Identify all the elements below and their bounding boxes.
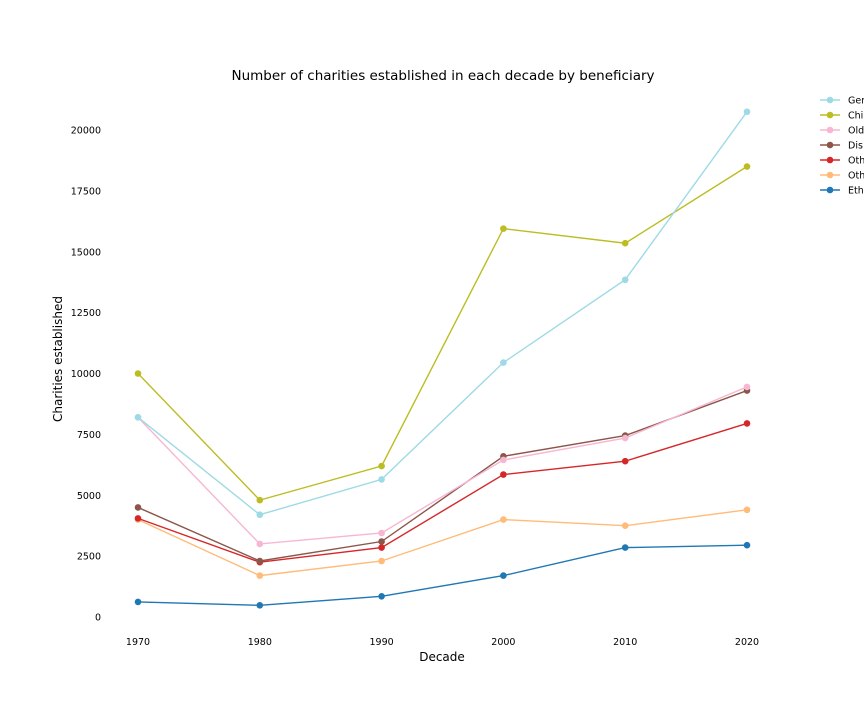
data-point	[378, 544, 385, 551]
data-point	[378, 557, 385, 565]
y-tick-label: 5000	[77, 491, 101, 502]
data-point	[743, 163, 751, 170]
data-point	[621, 276, 629, 284]
y-tick-label: 17500	[71, 186, 101, 197]
data-point	[621, 457, 629, 465]
x-tick-label: 2020	[735, 637, 759, 648]
series-line	[137, 111, 748, 516]
legend-marker	[826, 156, 834, 164]
series-line	[137, 544, 748, 607]
legend: Ger Chi Old Dis Oth Oth Eth	[820, 96, 864, 197]
data-point	[134, 504, 142, 511]
data-point	[256, 572, 264, 579]
x-tick-label: 1980	[248, 637, 272, 648]
data-point	[134, 515, 142, 522]
series-line	[137, 165, 748, 501]
legend-label: Eth	[848, 186, 864, 197]
data-point	[500, 456, 507, 464]
x-axis-label: Decade	[419, 650, 465, 664]
x-tick-label: 1970	[126, 637, 150, 648]
legend-marker	[826, 186, 834, 194]
y-tick-label: 12500	[71, 308, 101, 319]
x-tick-label: 1990	[370, 637, 394, 648]
data-point	[743, 420, 751, 427]
data-point	[378, 476, 385, 483]
legend-marker	[826, 171, 834, 179]
legend-label: Old	[848, 126, 864, 137]
legend-label: Ger	[848, 96, 864, 107]
series-layer	[134, 108, 751, 609]
data-point	[256, 602, 264, 609]
y-axis-label: Charities established	[51, 296, 65, 422]
legend-marker	[826, 141, 834, 149]
y-tick-label: 2500	[77, 552, 101, 563]
y-tick-labels: 0 2500 5000 7500 10000 12500 15000 17500 20000	[71, 126, 101, 624]
data-point	[743, 108, 751, 116]
data-point	[256, 540, 264, 548]
data-point	[378, 593, 385, 600]
y-tick-label: 7500	[77, 430, 101, 441]
data-point	[621, 434, 629, 442]
data-point	[256, 511, 264, 519]
data-point	[134, 598, 142, 606]
data-point	[743, 541, 751, 549]
data-point	[256, 557, 264, 565]
data-point	[500, 572, 507, 579]
legend-label: Oth	[848, 171, 864, 182]
x-tick-labels: 1970 1980 1990 2000 2010 2020	[126, 637, 759, 648]
data-point	[621, 522, 629, 529]
x-tick-label: 2000	[491, 637, 515, 648]
data-point	[134, 370, 142, 377]
data-point	[500, 471, 507, 478]
legend-label: Dis	[848, 141, 863, 152]
data-point	[378, 538, 385, 545]
y-tick-label: 15000	[71, 247, 101, 258]
series-line	[137, 509, 748, 577]
data-point	[621, 544, 629, 551]
series-line	[137, 422, 748, 563]
data-point	[500, 516, 507, 523]
legend-marker	[826, 126, 834, 134]
series-line	[137, 389, 748, 562]
series-line	[137, 386, 748, 545]
y-tick-label: 20000	[71, 126, 101, 137]
chart-title: Number of charities established in each …	[231, 68, 654, 84]
legend-marker	[826, 96, 834, 104]
x-tick-label: 2010	[613, 637, 637, 648]
data-point	[378, 462, 385, 470]
data-point	[743, 383, 751, 391]
data-point	[134, 414, 142, 421]
data-point	[621, 239, 629, 247]
legend-label: Oth	[848, 156, 864, 167]
y-tick-label: 0	[95, 613, 101, 624]
data-point	[378, 529, 385, 537]
y-tick-label: 10000	[71, 369, 101, 380]
data-point	[500, 359, 507, 366]
data-point	[500, 225, 507, 232]
legend-marker	[826, 111, 834, 119]
legend-label: Chi	[848, 111, 863, 122]
data-point	[256, 496, 264, 504]
data-point	[743, 506, 751, 514]
